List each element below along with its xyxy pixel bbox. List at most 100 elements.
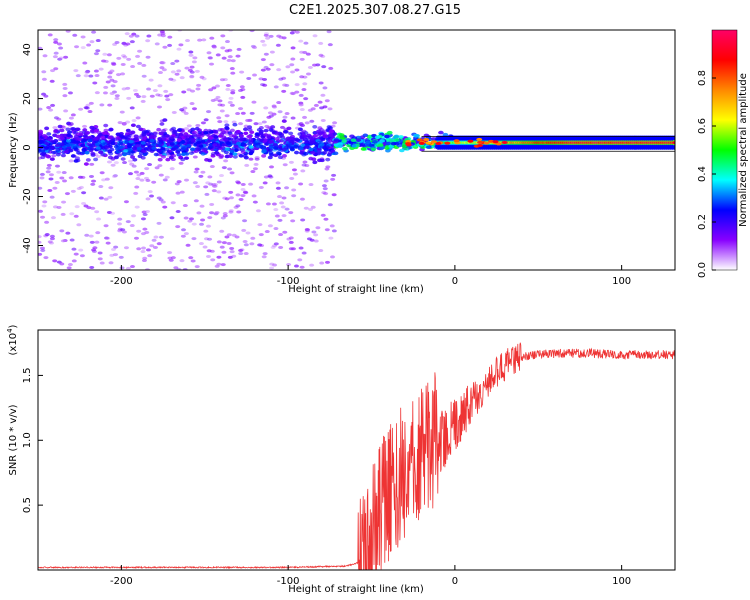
spectrogram-cell [282,83,288,87]
colorbar-tick-label: 0.6 [697,118,708,134]
spectrogram-cell [41,204,47,208]
spectrogram-cell [257,243,263,247]
spectrogram-cell [126,96,132,100]
spectrogram-cell [184,66,190,70]
spectrogram-cell [229,171,235,175]
spectrogram-cell [88,174,94,178]
spectrogram-cell [205,224,211,228]
spectrogram-cell [262,77,268,81]
spectrogram-cell [501,140,508,144]
spectrogram-cell [288,236,294,240]
spectrogram-cell [254,132,260,136]
spectrogram-cell [221,56,227,60]
spectrogram-cell [318,81,324,85]
spectrogram-cell [170,256,176,260]
spectrogram-cell [144,167,150,171]
spectrogram-cell [143,146,149,151]
spectrogram-cell [323,192,329,196]
spectrogram-cell [142,227,148,231]
spectrogram-cell [130,123,136,128]
spectrogram-cell [51,154,57,158]
spectrogram-cell [113,161,119,165]
spectrogram-cell [209,165,215,169]
spectrogram-cell [332,121,338,125]
spectrogram-cell [181,90,187,94]
spectrogram-cell [171,126,177,131]
spectrogram-cell [41,92,47,96]
spectrogram-cell [467,139,474,143]
spectrogram-cell [386,130,393,135]
spectrogram-cell [73,69,79,73]
spectrogram-cell [140,217,146,221]
spectrogram-cell [53,67,59,71]
spectrogram-cell [159,122,165,126]
spectrogram-cell [219,109,225,113]
spectrogram-cell [131,146,137,151]
spectrogram-cell [165,98,171,102]
spectrogram-cell [105,80,111,84]
snr-y-scale-close: ) [8,324,19,328]
spectrogram-cell [120,54,126,58]
spectrogram-cell [393,134,400,139]
spectrogram-cell [158,198,164,202]
spectrogram-x-axis: -200 -100 0 100 [110,265,631,287]
spectrogram-cell [160,61,166,65]
spectrogram-cell [209,62,215,66]
spectrogram-cell [389,138,395,143]
spectrogram-cell [149,194,155,198]
spectrogram-cell [257,122,263,126]
spectrogram-cell [152,245,158,249]
spectrogram-cell [156,127,162,132]
spectrogram-cell [311,230,317,234]
spectrogram-cell [394,138,400,142]
spectrogram-cell [271,202,277,206]
spectrogram-cell [84,233,90,237]
spectrogram-cell [100,135,106,140]
spectrogram-cell [62,94,68,98]
spectrogram-cell [304,164,310,168]
spectrogram-cell [302,115,308,119]
spectrogram-cell [135,116,141,120]
spectrogram-cell [289,31,295,35]
spectrogram-cell [239,70,245,74]
spectrogram-cell [228,209,234,213]
spectrogram-cell [330,255,336,259]
spectrogram-cell [38,107,43,111]
spectrogram-cell [201,148,207,152]
spectrogram-cell [206,110,212,114]
spectrogram-cell [273,208,279,212]
spectrogram-cell [224,114,230,118]
spectrogram-cell [240,194,246,198]
spectrogram-cell [113,253,119,257]
spectrogram-cell [274,136,280,141]
spectrogram-cell [65,30,71,33]
spectrogram-cell [55,134,61,139]
spectrogram-cell [224,123,230,127]
spectrogram-cell [139,171,145,175]
spectrogram-cell [60,239,66,243]
spectrogram-cell [240,150,246,155]
spectrogram-cell [117,153,123,157]
snr-y-axis: 0.5 1.0 1.5 [22,367,43,513]
spectrogram-cell [119,266,125,270]
spectrogram-cell [147,190,153,194]
spectrogram-cell [323,217,329,221]
spectrogram-cell [133,170,139,174]
spectrogram-cell [145,178,151,182]
spectrogram-cell [294,30,300,34]
spectrogram-cell [303,206,309,210]
spectrogram-cell [134,185,140,189]
spectrogram-cell [129,162,135,166]
spectrogram-cell [195,123,201,127]
spectrogram-cell [114,94,120,98]
spectrogram-cell [246,76,252,80]
spectrogram-cell [310,150,316,155]
spectrogram-cell [131,164,137,168]
spectrogram-cell [238,197,244,201]
spectrogram-cell [235,204,241,208]
spectrogram-cell [123,246,129,250]
spectrogram-cell [89,146,95,151]
spectrogram-cell [76,223,82,227]
spectrogram-cell [292,172,298,176]
spectrogram-cell [46,166,52,170]
